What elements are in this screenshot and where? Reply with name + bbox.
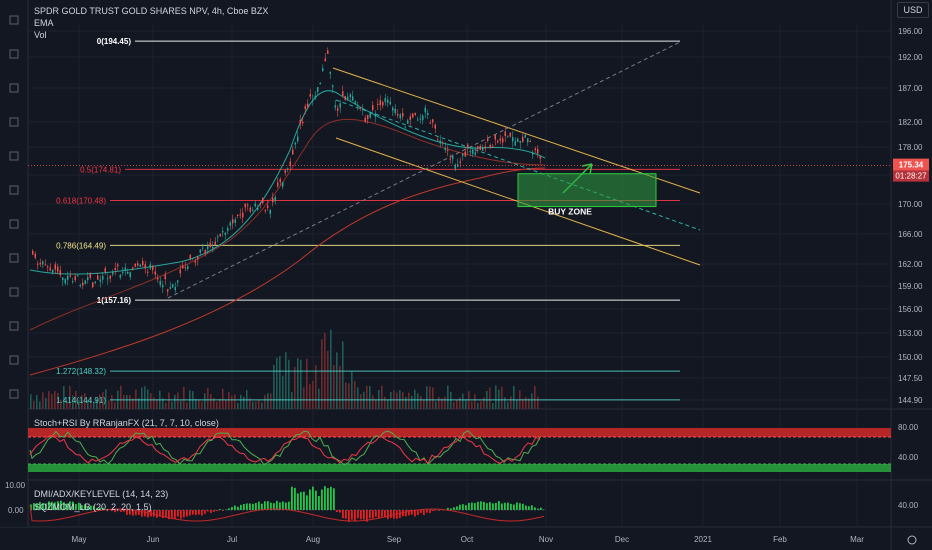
gear-icon (907, 535, 917, 545)
fib-level-6: 1.414(144.91) (56, 396, 680, 405)
toolbar-lock-icon (9, 321, 19, 331)
chart-title: SPDR GOLD TRUST GOLD SHARES NPV, 4h, Cbo… (34, 6, 269, 16)
fib-label: 0.786(164.49) (56, 241, 106, 250)
time-tick-label: Dec (615, 535, 629, 544)
dmi-label: DMI/ADX/KEYLEVEL (14, 14, 23) (34, 489, 169, 499)
fibonacci-levels: 0(194.45) 0.5(174.81) 0.618(170.48) 0.786(1… (56, 37, 680, 405)
toolbar-measure-icon (9, 219, 19, 229)
fib-label: 0(194.45) (97, 37, 132, 46)
toolbar-zoom-icon (9, 253, 19, 263)
adx-line (29, 504, 545, 522)
overbought-band (28, 428, 891, 437)
dmi-pane (29, 486, 545, 522)
toolbar-trash-icon (9, 389, 19, 399)
toolbar-cursor-icon (9, 15, 19, 25)
price-tick-label: 147.50 (898, 374, 923, 383)
price-tick-label: 162.00 (898, 260, 923, 269)
ema-label: EMA (34, 18, 54, 28)
vol-label: Vol (34, 30, 47, 40)
axes: 196.00192.00187.00182.00178.00174.00170.… (5, 27, 929, 545)
fib-label: 1(157.16) (97, 296, 132, 305)
price-candles (32, 47, 541, 297)
countdown-box (893, 170, 929, 182)
toolbar-brush-icon (9, 117, 19, 127)
stoch-axis-label: 40.00 (898, 453, 919, 462)
price-tag-value: 175.34 (899, 161, 924, 170)
price-tick-label: 170.00 (898, 200, 923, 209)
time-tick-label: Aug (306, 535, 320, 544)
buy-zone-box (517, 173, 657, 208)
price-tick-label: 196.00 (898, 27, 923, 36)
price-tick-label: 178.00 (898, 143, 923, 152)
price-tick-label: 187.00 (898, 84, 923, 93)
dmi-left-label: 0.00 (8, 506, 24, 515)
time-tick-label: Nov (539, 535, 553, 544)
price-tick-label: 159.00 (898, 282, 923, 291)
fib-label: 1.414(144.91) (56, 396, 106, 405)
fib-level-3: 0.786(164.49) (56, 241, 680, 250)
toolbar-trend-icon (9, 49, 19, 59)
buy-zone-label: BUY ZONE (548, 207, 592, 217)
volume-bars (30, 329, 539, 409)
ema-fast-line (29, 90, 546, 275)
dmi-left-label: 10.00 (5, 481, 26, 490)
price-tag-box (893, 158, 929, 171)
stoch-axis-label: 80.00 (898, 423, 919, 432)
dmi-right-label: 40.00 (898, 501, 919, 510)
fib-level-4: 1(157.16) (97, 296, 680, 305)
oversold-band (28, 464, 891, 472)
toolbar-eye-icon (9, 355, 19, 365)
price-tick-label: 192.00 (898, 53, 923, 62)
time-tick-label: Jun (147, 535, 160, 544)
price-tick-label: 182.00 (898, 118, 923, 127)
stoch-rsi-label: Stoch+RSI By RRanjanFX (21, 7, 7, 10, cl… (34, 418, 219, 428)
sqzmom-label: SQZMOM_LB (20, 2, 20, 1.5) (34, 502, 152, 512)
currency-button[interactable]: USD (897, 2, 929, 18)
fib-level-5: 1.272(148.32) (56, 367, 680, 376)
ema-lines (29, 90, 546, 376)
time-tick-label: May (71, 535, 86, 544)
price-tick-label: 150.00 (898, 353, 923, 362)
time-tick-label: Jul (227, 535, 237, 544)
trendline-dashed (167, 41, 681, 299)
time-tick-label: Oct (461, 535, 474, 544)
time-tick-label: Sep (387, 535, 402, 544)
toolbar-text-icon (9, 151, 19, 161)
channel-upper-line (332, 67, 701, 194)
stoch-k-line (29, 430, 541, 466)
toolbar-pattern-icon (9, 185, 19, 195)
channel-mid-dashed (335, 99, 701, 231)
fib-level-0: 0(194.45) (97, 37, 680, 46)
price-tag-countdown: 01:28:27 (895, 172, 927, 181)
trend-channel[interactable] (167, 41, 701, 299)
toolbar-magnet-icon (9, 287, 19, 297)
ema-slow-line (29, 167, 546, 376)
time-tick-label: Mar (850, 535, 864, 544)
ema-mid-line (29, 118, 546, 331)
fib-label: 0.5(174.81) (80, 165, 121, 174)
buy-zone[interactable]: BUY ZONE (517, 173, 657, 217)
stoch-d-line (29, 434, 541, 464)
toolbar-fib-icon (9, 83, 19, 93)
fib-label: 0.618(170.48) (56, 197, 106, 206)
price-tick-label: 156.00 (898, 305, 923, 314)
price-tick-label: 166.00 (898, 230, 923, 239)
time-tick-label: 2021 (694, 535, 712, 544)
time-tick-label: Feb (773, 535, 787, 544)
fib-label: 1.272(148.32) (56, 367, 106, 376)
stoch-rsi-pane (28, 428, 891, 472)
price-tick-label: 144.90 (898, 396, 923, 405)
price-tick-label: 153.00 (898, 329, 923, 338)
